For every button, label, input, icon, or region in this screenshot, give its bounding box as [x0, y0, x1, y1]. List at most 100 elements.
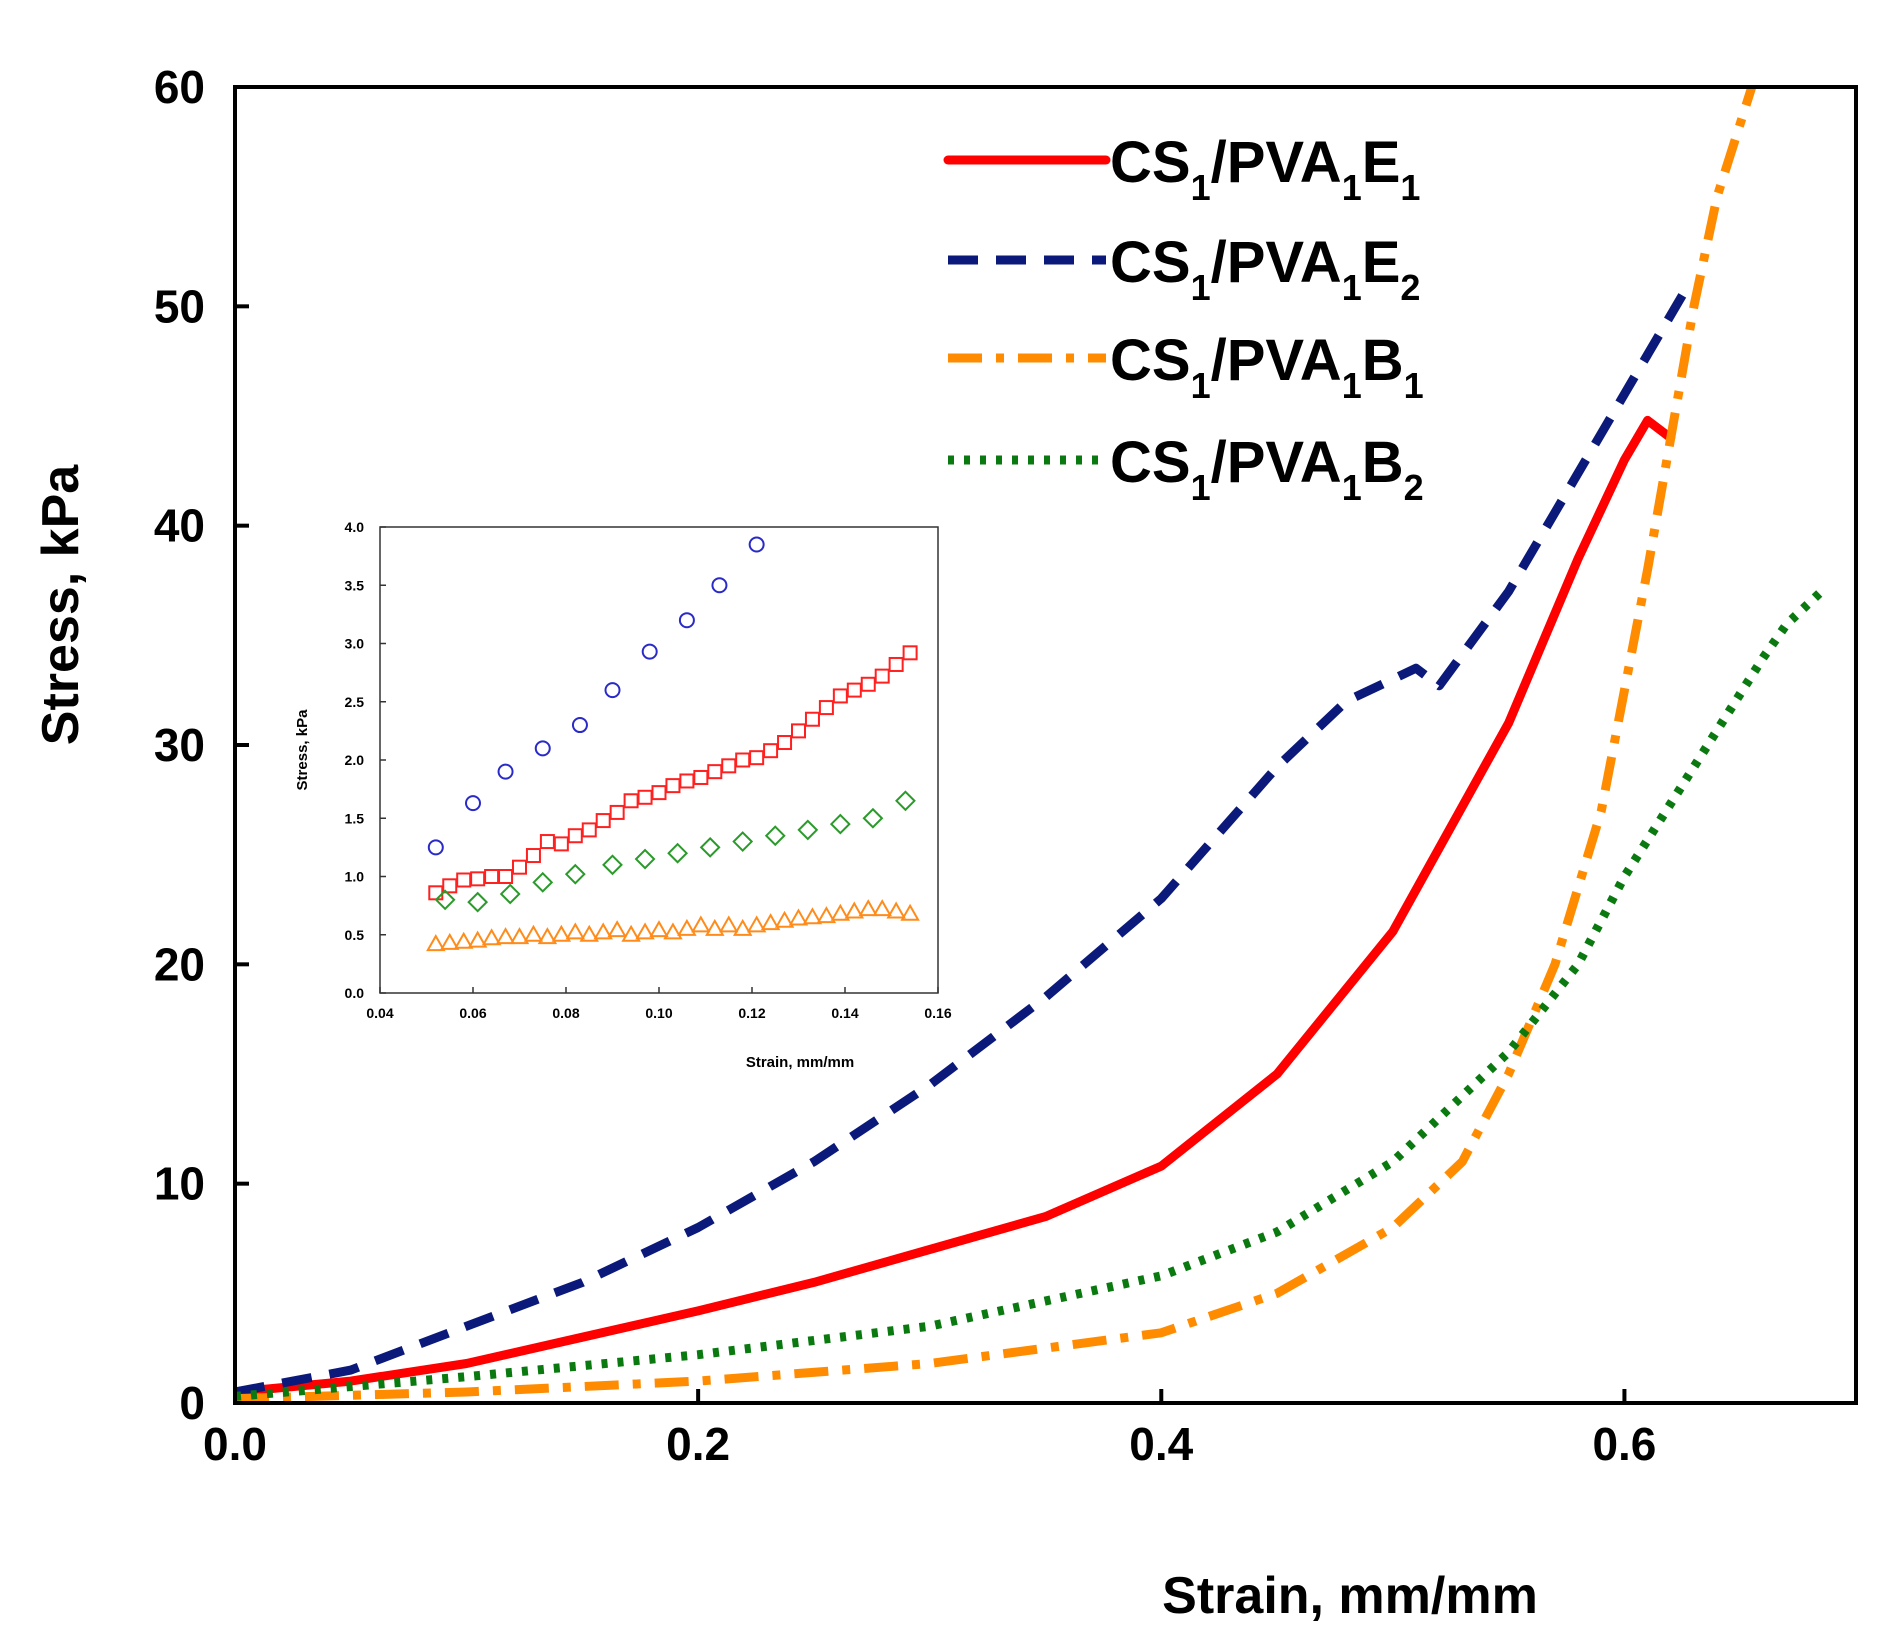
inset-point-circle [465, 795, 481, 812]
inset-point-triangle [607, 920, 627, 938]
legend-label: CS1/PVA1B2 [1110, 430, 1424, 508]
inset-point-diamond [829, 813, 851, 835]
legend-label-part: E [1362, 130, 1401, 195]
inset-point-triangle [760, 913, 781, 931]
legend-label-part: CS [1110, 230, 1191, 295]
inset-point-triangle [900, 903, 920, 921]
legend-label-subscript: 2 [1400, 267, 1420, 308]
inset-y-tick-label: 4.0 [345, 519, 365, 535]
main-y-tick-label: 50 [154, 280, 205, 332]
legend-label-subscript: 1 [1342, 267, 1362, 308]
inset-series-cs1-pva1e2 [427, 536, 765, 856]
main-tick-labels: 0.0 0.2 0.4 0.6 0 10 20 30 40 50 60 [154, 61, 1657, 1470]
inset-point-diamond [634, 848, 656, 870]
main-y-tick-label: 40 [154, 500, 205, 552]
legend-label-subscript: 2 [1404, 467, 1424, 508]
inset-point-square [888, 656, 904, 672]
inset-point-square [874, 668, 890, 684]
inset-point-square [498, 869, 514, 884]
inset-point-diamond [797, 819, 819, 841]
main-x-tick-label: 0.6 [1592, 1418, 1656, 1470]
inset-point-triangle [565, 922, 586, 940]
inset-point-circle [748, 536, 765, 553]
inset-y-tick-label: 2.0 [345, 752, 365, 768]
inset-point-circle [427, 839, 444, 856]
legend-entry-cs1-pva1b2: CS1/PVA1B2 [948, 430, 1424, 508]
inset-point-circle [497, 763, 514, 780]
inset-x-tick-label: 0.16 [924, 1005, 951, 1021]
legend-label-subscript: 1 [1400, 167, 1420, 208]
legend-label-subscript: 1 [1342, 365, 1362, 406]
inset-point-triangle [621, 924, 641, 942]
legend-entry-cs1-pva1e1: CS1/PVA1E1 [943, 130, 1420, 208]
inset-point-diamond [467, 891, 489, 913]
legend-label-subscript: 1 [1342, 167, 1362, 208]
inset-point-triangle [719, 915, 739, 933]
legend-label-subscript: 1 [1342, 467, 1362, 508]
inset-point-triangle [537, 927, 558, 945]
inset-point-triangle [579, 924, 599, 942]
main-series-line-cs1-pva1e1 [235, 415, 1676, 1397]
inset-point-square [525, 848, 541, 864]
legend-entry-cs1-pva1b1: CS1/PVA1B1 [948, 328, 1424, 406]
inset-point-triangle [802, 907, 823, 925]
inset-x-tick-label: 0.06 [459, 1005, 486, 1021]
inset-point-square [777, 735, 793, 751]
inset-point-triangle [440, 932, 460, 950]
legend-label-part: CS [1110, 130, 1191, 195]
inset-point-diamond [667, 842, 689, 864]
legend-entry-cs1-pva1e2: CS1/PVA1E2 [948, 230, 1420, 308]
inset-point-triangle [495, 927, 516, 945]
inset-point-triangle [677, 918, 697, 936]
main-y-tick-label: 20 [154, 938, 205, 990]
inset-point-triangle [788, 908, 809, 926]
legend-label-part: B [1362, 328, 1404, 393]
inset-point-square [763, 743, 779, 759]
inset-point-triangle [481, 928, 502, 946]
inset-point-triangle [426, 934, 446, 952]
legend-label: CS1/PVA1E1 [1110, 130, 1420, 208]
inset-point-triangle [844, 901, 865, 919]
inset-point-square [791, 723, 806, 739]
inset-point-diamond [699, 836, 721, 858]
inset-point-triangle [523, 924, 544, 942]
inset-series-cs1-pva1b1 [426, 899, 920, 952]
legend-label-subscript: 1 [1191, 167, 1211, 208]
legend-label-part: /PVA [1211, 130, 1342, 195]
inset-markers [426, 536, 920, 952]
inset-point-square [609, 804, 625, 820]
inset-point-triangle [467, 930, 488, 948]
inset-point-triangle [551, 924, 572, 942]
inset-point-diamond [602, 854, 623, 876]
inset-point-square [818, 700, 834, 716]
inset-point-circle [604, 682, 621, 699]
inset-point-triangle [635, 922, 655, 940]
main-x-tick-label: 0.2 [666, 1418, 730, 1470]
inset-point-square [512, 859, 527, 875]
inset-point-square [804, 711, 820, 727]
inset-point-diamond [764, 825, 786, 847]
legend-label-part: /PVA [1211, 328, 1342, 393]
main-series-line-cs1-pva1b1 [235, 87, 1757, 1403]
inset-point-circle [641, 643, 658, 660]
inset-point-diamond [499, 883, 521, 905]
inset-point-diamond [862, 807, 884, 829]
inset-point-triangle [509, 927, 530, 945]
inset-point-diamond [732, 831, 754, 852]
inset-point-triangle [663, 922, 683, 940]
main-y-tick-label: 30 [154, 719, 205, 771]
inset-y-tick-label: 0.5 [345, 927, 365, 943]
inset-y-tick-label: 3.5 [345, 577, 365, 593]
inset-point-triangle [705, 918, 725, 936]
main-y-tick-label: 0 [179, 1377, 205, 1429]
inset-x-tick-label: 0.12 [738, 1005, 765, 1021]
inset-series-cs1-pva1e1 [428, 645, 918, 901]
inset-point-triangle [774, 910, 795, 928]
legend-label-subscript: 1 [1191, 267, 1211, 308]
inset-tick-labels: 0.04 0.06 0.08 0.10 0.12 0.14 0.16 0.0 0.5 1.0 1.5… [345, 519, 952, 1021]
main-plot-frame [233, 85, 1858, 1405]
inset-point-diamond [895, 790, 916, 812]
